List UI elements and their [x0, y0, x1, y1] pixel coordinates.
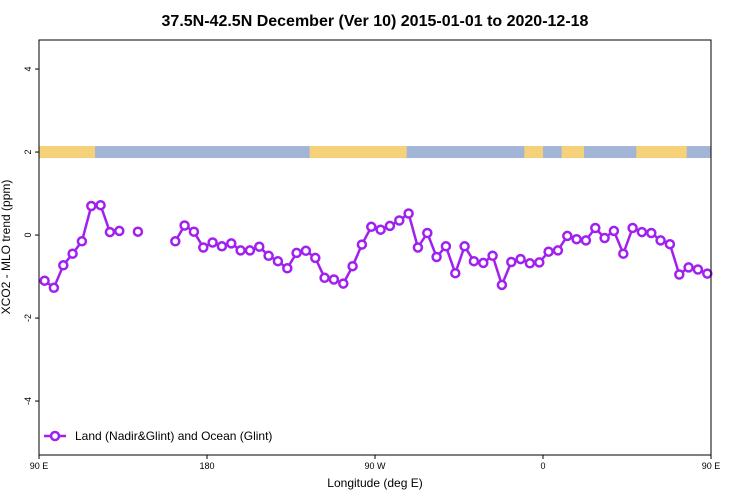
data-point [235, 245, 246, 256]
data-point [328, 274, 340, 285]
data-point [702, 268, 713, 279]
data-point [562, 230, 573, 242]
data-point [599, 232, 610, 244]
data-point [524, 258, 536, 269]
data-point [207, 237, 218, 248]
data-point [636, 226, 648, 238]
data-point [48, 282, 60, 294]
x-axis: 90 E 180 90 W 0 90 E [30, 455, 721, 471]
data-point [226, 238, 237, 249]
data-point [618, 248, 629, 259]
y-tick-label: -2 [23, 314, 33, 322]
data-point [132, 226, 144, 237]
data-point [291, 247, 302, 259]
x-tick-label: 90 E [702, 461, 721, 471]
data-point [571, 233, 582, 245]
data-point [114, 225, 125, 237]
data-point [254, 241, 265, 252]
chart-title: 37.5N-42.5N December (Ver 10) 2015-01-01… [162, 13, 589, 30]
data-point [403, 208, 414, 219]
series-layer [39, 199, 713, 294]
data-point [319, 272, 330, 284]
data-point [104, 226, 116, 238]
legend: Land (Nadir&Glint) and Ocean (Glint) [44, 429, 272, 443]
land-segment [636, 146, 687, 159]
y-tick-label: 0 [23, 233, 33, 238]
data-point [412, 242, 424, 253]
land-segment [39, 146, 95, 159]
data-point [627, 222, 638, 234]
data-point [534, 257, 545, 268]
data-point [39, 275, 50, 286]
data-point [338, 278, 349, 289]
data-point [58, 260, 69, 271]
data-point [664, 238, 676, 250]
data-point [347, 260, 358, 272]
x-tick-label: 90 W [364, 461, 386, 471]
data-point [487, 250, 498, 262]
series-line [174, 212, 708, 287]
data-point [86, 200, 97, 212]
data-point [515, 253, 526, 265]
data-point [356, 239, 368, 250]
data-point [95, 199, 106, 211]
data-point [188, 226, 200, 237]
data-point [394, 215, 405, 226]
data-point [179, 220, 190, 231]
y-tick-label: -4 [23, 397, 33, 405]
plot-frame [38, 39, 712, 456]
data-point [216, 241, 228, 252]
data-point [300, 245, 312, 257]
legend-point-marker [49, 430, 61, 442]
data-point [282, 263, 293, 274]
x-tick-label: 180 [199, 461, 214, 471]
data-point [468, 255, 480, 267]
data-point [506, 256, 517, 268]
data-point [646, 227, 657, 239]
data-point [244, 245, 256, 256]
data-point [552, 245, 564, 256]
data-point [543, 246, 554, 257]
x-tick-label: 0 [540, 461, 545, 471]
land-ocean-bar [39, 146, 711, 159]
data-point [431, 251, 442, 263]
data-point [263, 250, 274, 262]
data-point [366, 221, 377, 233]
data-point [440, 241, 452, 252]
y-axis: 4 2 0 -2 -4 [23, 67, 39, 405]
data-point [459, 241, 470, 252]
data-point [683, 262, 694, 273]
x-tick-label: 90 E [30, 461, 49, 471]
land-segment [309, 146, 407, 159]
x-axis-label: Longitude (deg E) [327, 476, 422, 490]
data-point [450, 267, 461, 279]
data-point [692, 264, 704, 275]
data-point [580, 235, 592, 246]
data-point [67, 248, 78, 259]
data-point [422, 227, 433, 239]
data-point [674, 269, 685, 280]
data-point [384, 220, 396, 232]
land-segment [561, 146, 585, 159]
data-point [170, 236, 181, 247]
data-point [478, 257, 489, 269]
y-tick-label: 2 [23, 150, 33, 155]
y-axis-label: XCO2 - MLO trend (ppm) [0, 180, 13, 315]
data-point [590, 222, 601, 234]
data-point [76, 236, 88, 247]
y-tick-label: 4 [23, 67, 33, 72]
data-point [655, 235, 666, 246]
land-segment [524, 146, 543, 159]
data-point [608, 225, 620, 237]
data-point [375, 224, 386, 235]
legend-label: Land (Nadir&Glint) and Ocean (Glint) [75, 429, 272, 443]
data-point [272, 255, 284, 267]
data-point [310, 252, 321, 264]
data-point [198, 242, 209, 253]
data-point [496, 279, 508, 291]
